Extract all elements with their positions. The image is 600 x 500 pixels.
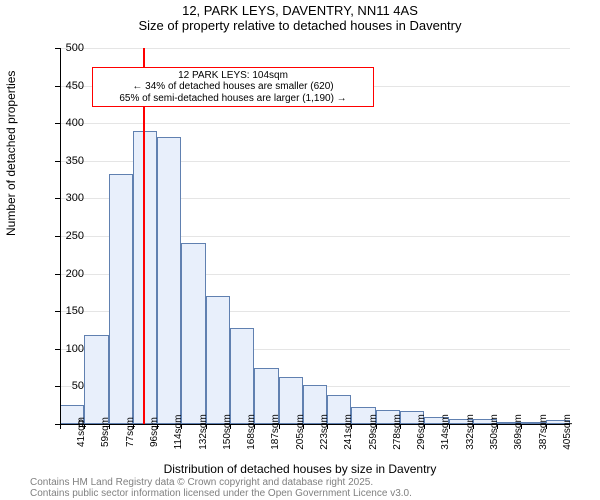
histogram-bar xyxy=(230,328,254,424)
annotation-line-1: 12 PARK LEYS: 104sqm xyxy=(97,70,369,82)
histogram-bar xyxy=(157,137,181,424)
y-tick-label: 300 xyxy=(66,192,84,204)
footer-line-1: Contains HM Land Registry data © Crown c… xyxy=(30,477,412,488)
y-tick-label: 500 xyxy=(66,42,84,54)
y-tick-label: 100 xyxy=(66,343,84,355)
x-axis-line xyxy=(60,424,570,425)
y-tick-label: 450 xyxy=(66,80,84,92)
gridline xyxy=(60,48,570,49)
y-tick-label: 50 xyxy=(72,380,84,392)
y-tick-label: 350 xyxy=(66,155,84,167)
footer-line-2: Contains public sector information licen… xyxy=(30,488,412,499)
container: 12, PARK LEYS, DAVENTRY, NN11 4AS Size o… xyxy=(0,0,600,500)
histogram-bar xyxy=(206,296,230,424)
annotation-box: 12 PARK LEYS: 104sqm← 34% of detached ho… xyxy=(92,67,374,108)
histogram-bar xyxy=(181,243,205,424)
x-tick-label: 369sqm xyxy=(513,414,524,450)
y-tick-label: 200 xyxy=(66,268,84,280)
y-tick-label: 150 xyxy=(66,305,84,317)
y-tick-label: 250 xyxy=(66,230,84,242)
y-tick-label: 400 xyxy=(66,117,84,129)
y-tick-label: 0 xyxy=(78,418,84,430)
title-line-1: 12, PARK LEYS, DAVENTRY, NN11 4AS xyxy=(0,4,600,19)
annotation-line-2: ← 34% of detached houses are smaller (62… xyxy=(97,81,369,93)
x-tick-label: 405sqm xyxy=(562,414,573,450)
x-axis-label: Distribution of detached houses by size … xyxy=(0,462,600,476)
footer-credits: Contains HM Land Registry data © Crown c… xyxy=(30,477,412,499)
x-tick-label: 350sqm xyxy=(489,414,500,450)
chart-title: 12, PARK LEYS, DAVENTRY, NN11 4AS Size o… xyxy=(0,0,600,34)
gridline xyxy=(60,123,570,124)
histogram-bar xyxy=(84,335,108,424)
chart-area: 41sqm59sqm77sqm96sqm114sqm132sqm150sqm16… xyxy=(60,48,570,424)
y-axis-label: Number of detached properties xyxy=(4,71,18,236)
annotation-line-3: 65% of semi-detached houses are larger (… xyxy=(97,93,369,105)
y-axis-line xyxy=(60,48,61,424)
histogram-bar xyxy=(109,174,133,424)
title-line-2: Size of property relative to detached ho… xyxy=(0,19,600,34)
